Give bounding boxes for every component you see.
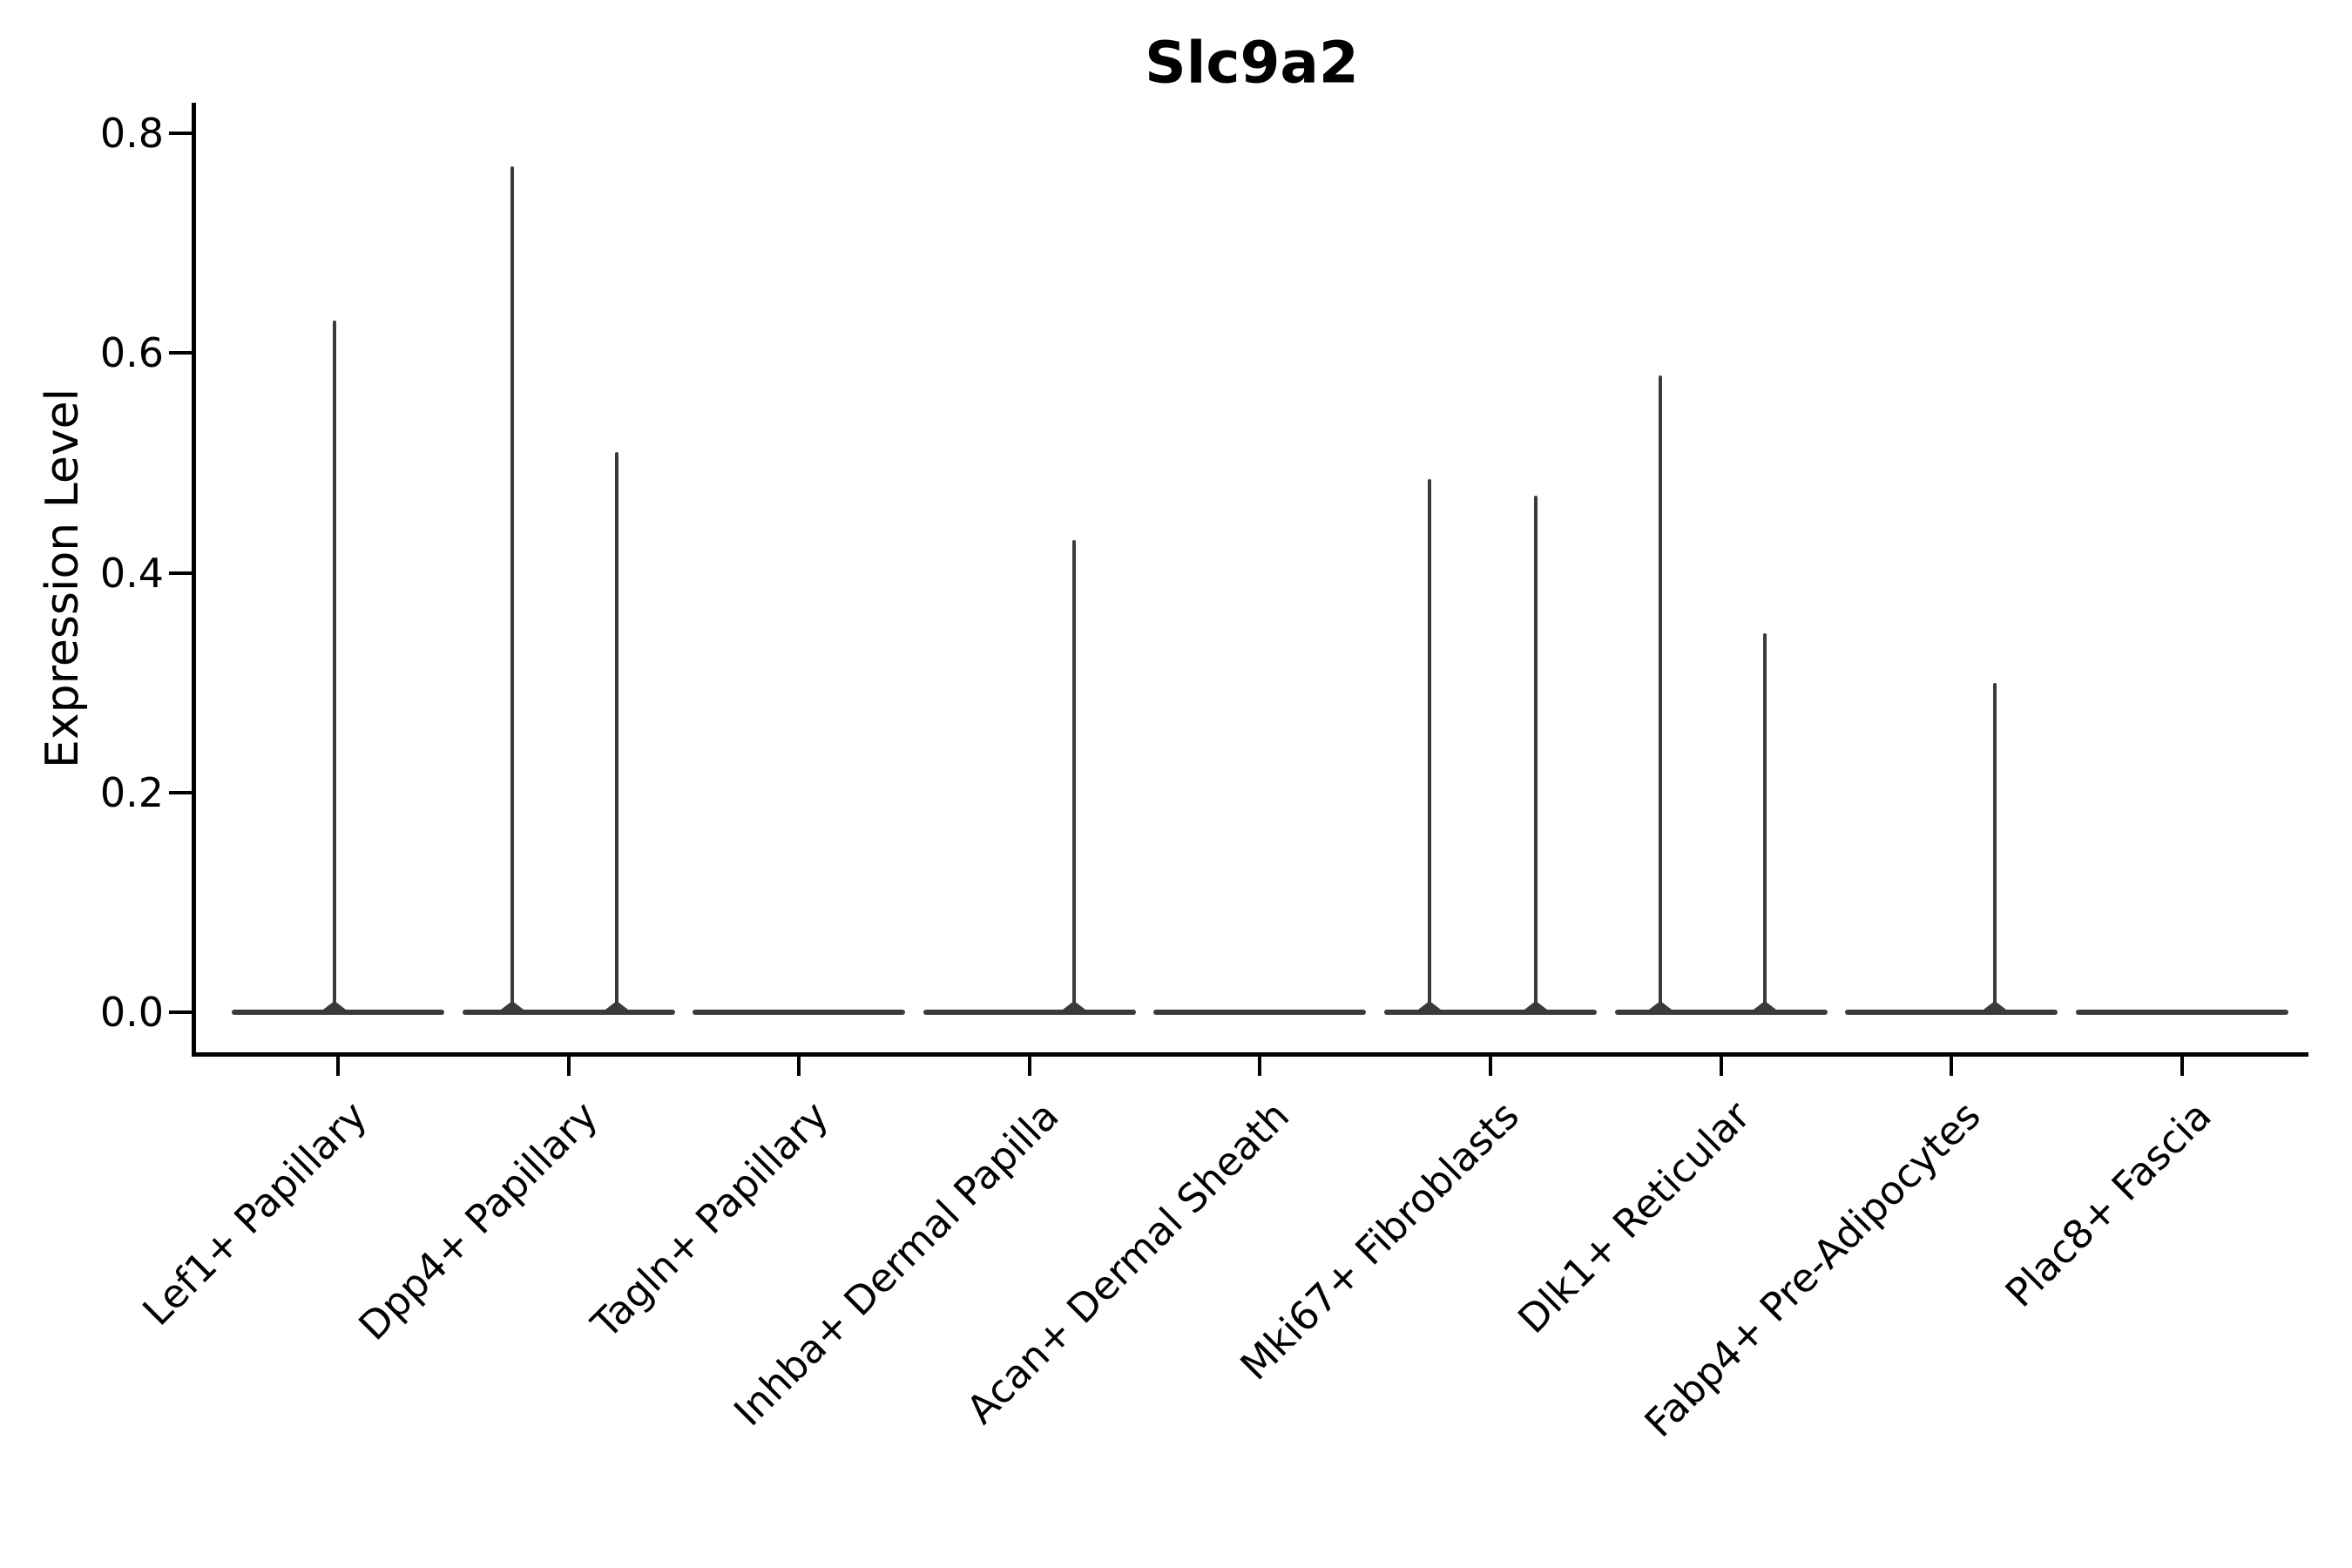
violin-baseline [1153,1010,1367,1015]
violin-spike-flare [1753,1001,1776,1010]
violin-baseline [462,1010,675,1015]
violin-baseline [693,1010,906,1015]
y-tick-label: 0.4 [99,549,164,597]
y-axis-spine [192,103,196,1057]
x-tick-label-2: Dpp4+ Papillary [349,1092,607,1349]
y-axis-label: Expression Level [37,388,89,769]
y-tick-label: 0.6 [99,329,164,377]
violin-spike [1993,682,1997,1014]
y-tick-mark [169,351,192,355]
x-tick-mark [1719,1057,1723,1076]
x-tick-mark [1258,1057,1262,1076]
violin-spike-flare [1418,1001,1442,1010]
violin-spike [614,451,618,1014]
violin-spike [1428,479,1432,1014]
y-tick-label: 0.2 [99,768,164,816]
violin-spike-flare [323,1001,347,1010]
violin-spike-flare [1984,1001,2007,1010]
violin-spike-flare [1063,1001,1086,1010]
x-tick-mark [1027,1057,1031,1076]
x-tick-mark [336,1057,340,1076]
x-tick-mark [1950,1057,1954,1076]
violin-spike [510,166,514,1014]
violin-spike-flare [1649,1001,1673,1010]
violin-baseline [923,1010,1136,1015]
y-tick-label: 0.0 [99,989,164,1036]
x-tick-mark [566,1057,571,1076]
x-tick-label-7: Dlk1+ Reticular [1509,1092,1760,1342]
chart-title: Slc9a2 [1145,29,1359,97]
violin-spike [1534,496,1538,1014]
y-tick-mark [169,571,192,575]
violin-spike [333,320,337,1014]
x-tick-label-3: Tagln+ Papillary [582,1092,837,1348]
x-tick-mark [797,1057,801,1076]
y-tick-mark [169,132,192,136]
x-tick-label-1: Lef1+ Papillary [133,1092,376,1335]
violin-spike-flare [500,1001,524,1010]
x-axis-spine [192,1052,2308,1057]
violin-baseline [2075,1010,2288,1015]
y-tick-mark [169,1010,192,1014]
x-tick-label-9: Plac8+ Fascia [1996,1092,2220,1316]
violin-baseline [232,1010,444,1015]
x-tick-mark [1489,1057,1492,1076]
y-tick-label: 0.8 [99,110,164,158]
violin-spike-flare [605,1001,628,1010]
y-tick-mark [169,790,192,794]
violin-spike [1072,539,1077,1014]
x-tick-mark [2180,1057,2184,1076]
violin-spike [1762,632,1767,1014]
violin-spike [1659,375,1663,1014]
violin-spike-flare [1524,1001,1548,1010]
violin-baseline [1845,1010,2058,1015]
violin-baseline [1384,1010,1597,1015]
violin-baseline [1614,1010,1828,1015]
